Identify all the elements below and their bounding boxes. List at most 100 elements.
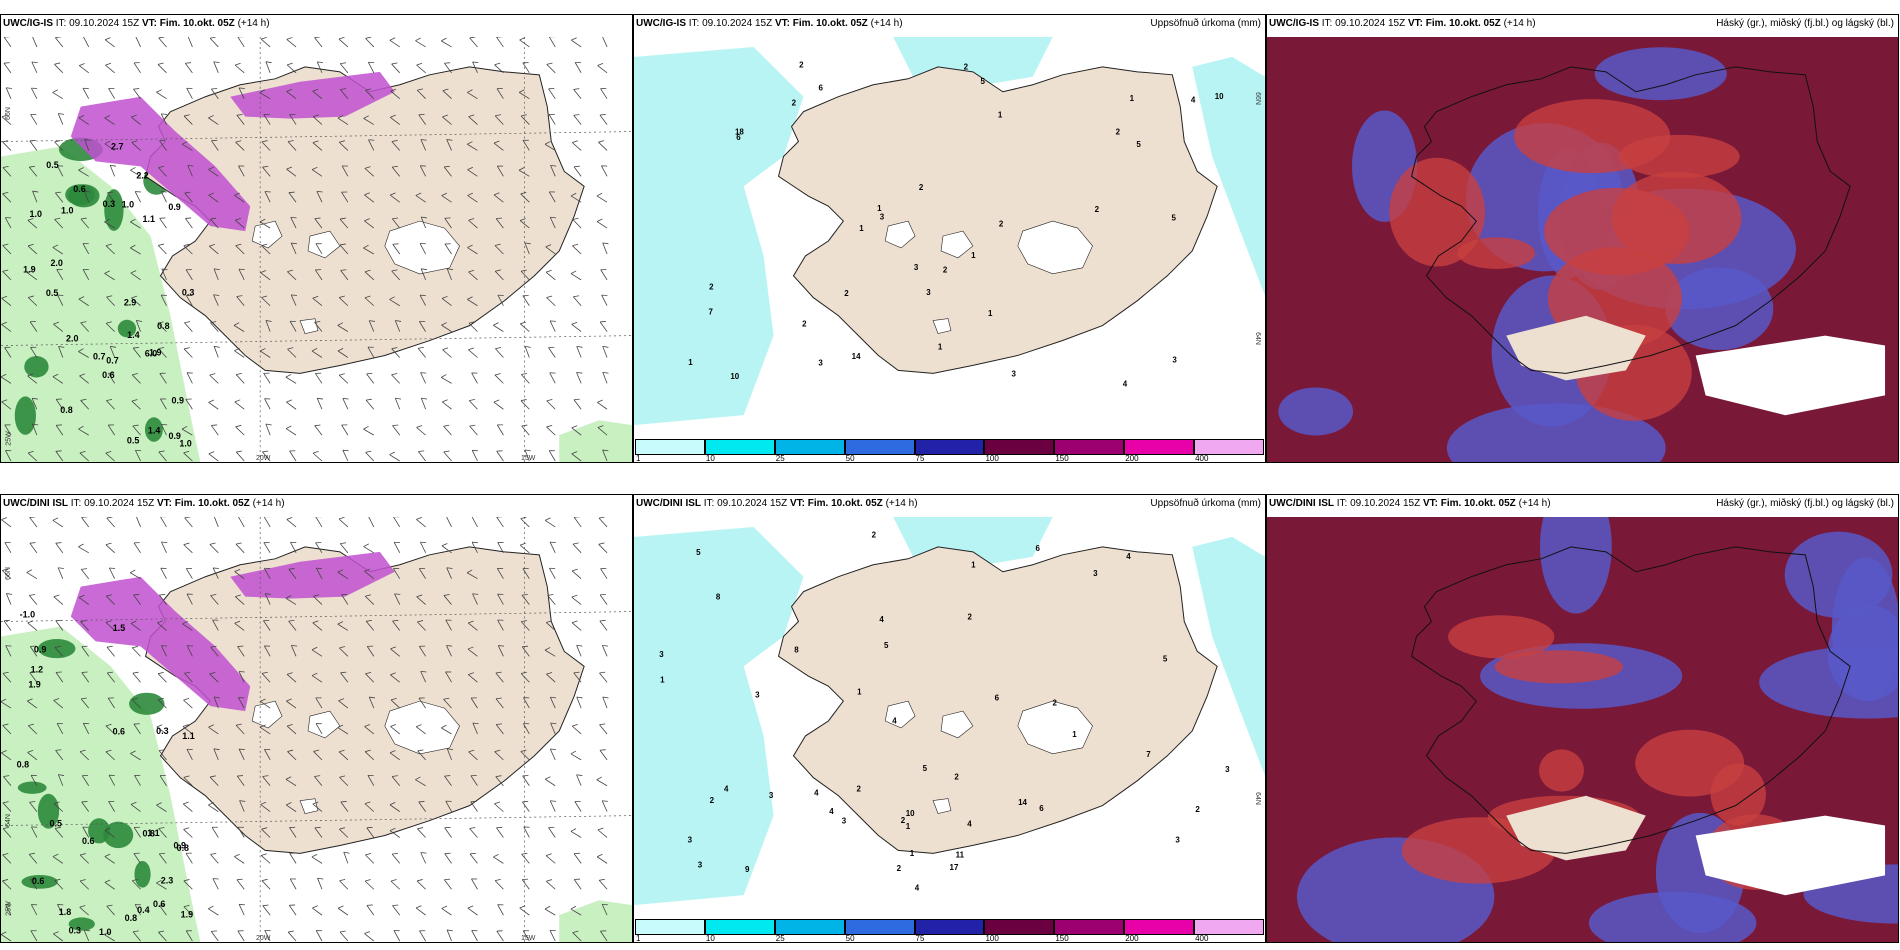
barb-flag	[364, 192, 370, 196]
barb-staff	[286, 700, 297, 709]
barb-flag	[181, 141, 188, 145]
barb-flag	[210, 37, 216, 39]
barb-staff	[285, 376, 297, 384]
wind-barb	[131, 399, 141, 410]
barb-flag	[391, 269, 398, 272]
barb-staff	[130, 169, 141, 177]
wind-barb	[157, 321, 167, 332]
barb-staff	[548, 114, 556, 125]
barb-flag	[57, 165, 64, 167]
barb-staff	[78, 428, 89, 436]
barb-flag	[467, 646, 474, 650]
wind-barb	[341, 593, 349, 605]
barb-staff	[441, 324, 452, 332]
barb-staff	[443, 879, 452, 890]
barb-flag	[520, 398, 527, 402]
barb-flag	[521, 671, 527, 674]
precip-value-label: 0.8	[157, 321, 169, 331]
colorbar: 1 10 25 50 75 100 150 200 400	[635, 919, 1264, 943]
wind-barb	[341, 191, 349, 203]
wind-barb	[81, 801, 90, 812]
barb-flag	[131, 140, 138, 143]
barb-staff	[366, 646, 375, 657]
barb-flag	[496, 723, 503, 725]
barb-flag	[79, 450, 86, 454]
barb-staff	[182, 803, 193, 812]
barb-flag	[265, 593, 272, 595]
wind-barb	[368, 139, 375, 151]
barb-staff	[576, 645, 582, 657]
colorbar: 1 10 25 50 75 100 150 200 400	[635, 439, 1264, 462]
barb-staff	[446, 748, 452, 761]
barb-staff	[52, 856, 64, 864]
barb-flag	[133, 852, 140, 854]
barb-flag	[314, 217, 321, 219]
barb-flag	[576, 346, 583, 348]
barb-flag	[261, 671, 268, 674]
barb-staff	[520, 518, 530, 528]
barb-flag	[106, 295, 113, 298]
barb-staff	[289, 827, 297, 838]
barb-flag	[239, 903, 245, 906]
barb-staff	[84, 139, 90, 151]
wind-barb	[105, 594, 115, 605]
barb-staff	[261, 245, 271, 255]
barb-flag	[238, 165, 245, 167]
barb-staff	[79, 751, 89, 761]
barb-flag	[419, 243, 426, 245]
barb-staff	[32, 423, 38, 436]
barb-flag	[549, 191, 556, 193]
wind-barb	[365, 671, 375, 683]
barb-flag	[368, 139, 375, 141]
barb-staff	[260, 701, 271, 709]
wind-barb	[260, 801, 271, 812]
barb-flag	[236, 878, 243, 881]
barb-flag	[523, 930, 530, 932]
barb-flag	[55, 37, 62, 39]
barb-flag	[570, 192, 577, 197]
barb-staff	[209, 544, 219, 554]
barb-flag	[442, 88, 449, 91]
colorbar-swatch	[1124, 919, 1195, 935]
barb-flag	[392, 619, 399, 622]
barb-flag	[596, 218, 603, 222]
wind-barb	[262, 165, 271, 177]
wind-barb	[417, 620, 426, 631]
barb-flag	[208, 905, 214, 910]
barb-staff	[420, 671, 427, 683]
precip-value-label: 0.6	[153, 899, 165, 909]
wind-barb	[1, 321, 12, 332]
barb-staff	[238, 671, 245, 683]
barb-staff	[80, 218, 90, 229]
barb-flag	[214, 345, 220, 348]
barb-staff	[572, 296, 582, 306]
colorbar-label: 75	[915, 934, 925, 943]
barb-flag	[366, 398, 372, 401]
barb-staff	[31, 826, 38, 838]
barb-flag	[416, 879, 423, 882]
wind-barb	[570, 192, 582, 203]
barb-flag	[365, 853, 372, 856]
barb-flag	[79, 879, 86, 882]
barb-flag	[31, 61, 38, 64]
barb-flag	[546, 672, 553, 675]
wind-barb	[210, 594, 219, 605]
wind-barb	[496, 826, 504, 838]
barb-flag	[572, 140, 578, 143]
lat-label: 66N	[4, 107, 12, 120]
wind-barb	[471, 878, 478, 890]
rain-patch	[129, 692, 165, 715]
barb-staff	[494, 751, 504, 761]
precip-value-label: 10	[730, 372, 739, 381]
precip-area	[634, 46, 804, 426]
barb-staff	[106, 905, 115, 916]
wind-barb	[549, 216, 557, 229]
barb-staff	[338, 38, 349, 48]
barb-staff	[420, 372, 427, 384]
barb-flag	[259, 89, 266, 94]
barb-flag	[394, 541, 400, 543]
wind-barb	[341, 165, 349, 177]
barb-staff	[81, 775, 90, 786]
barb-staff	[416, 427, 426, 436]
barb-staff	[467, 143, 478, 151]
